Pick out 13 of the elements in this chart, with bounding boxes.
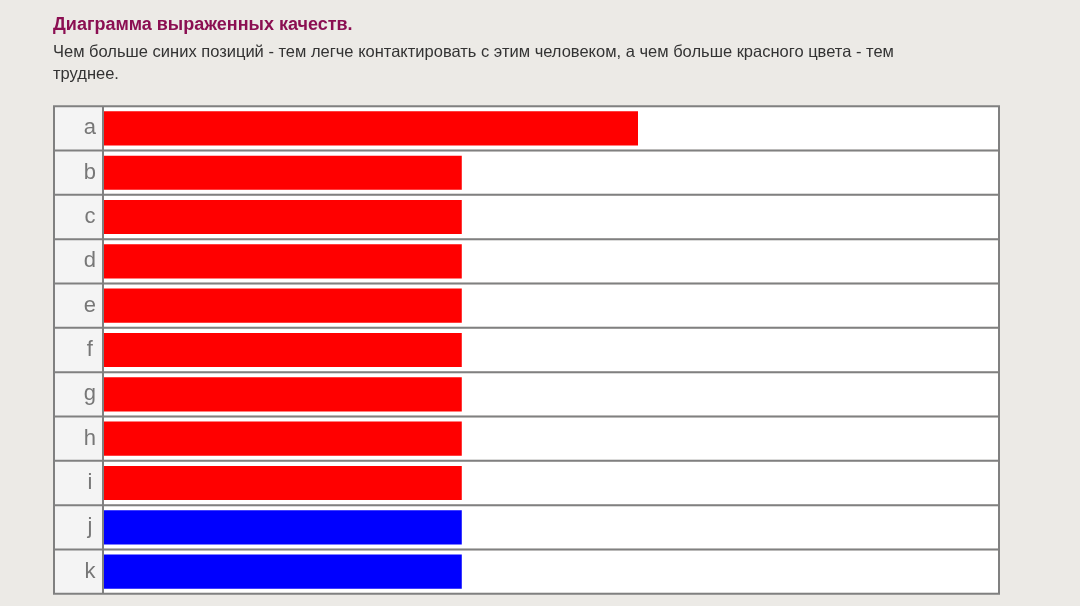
y-tick-label: h <box>83 424 97 450</box>
y-tick-label: i <box>87 469 93 495</box>
y-tick-label: e <box>83 291 97 317</box>
chart-title: Диаграмма выраженных качеств. <box>53 14 353 35</box>
y-tick-label: d <box>83 247 97 273</box>
y-tick-label: g <box>83 380 97 406</box>
y-tick-label: b <box>83 158 97 184</box>
y-tick-label: k <box>84 557 97 583</box>
y-tick-label: a <box>83 114 97 140</box>
y-tick-label: j <box>86 513 93 539</box>
y-tick-label: c <box>84 203 96 229</box>
chart-subtitle: Чем больше синих позиций - тем легче контактировать с этим человеком, а чем больше красного цвета - тем труднее. <box>53 41 895 84</box>
y-tick-label: f <box>86 336 94 362</box>
